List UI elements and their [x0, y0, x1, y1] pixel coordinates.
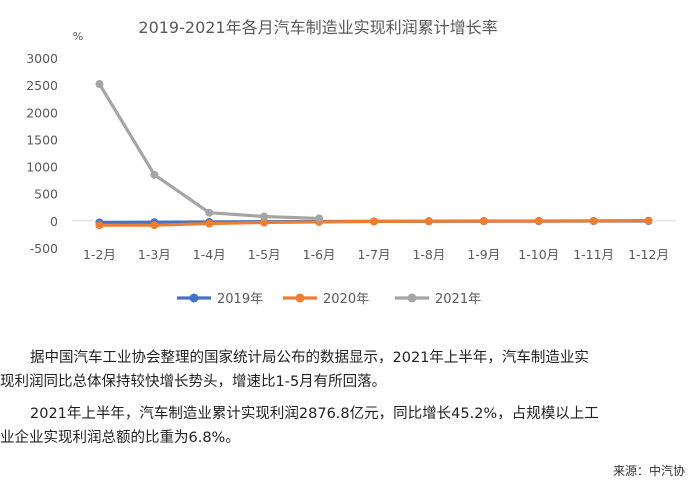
data-point	[205, 208, 214, 217]
data-point	[150, 221, 159, 230]
data-point	[315, 214, 324, 223]
chart-title: 2019-2021年各月汽车制造业实现利润累计增长率	[138, 18, 497, 37]
y-tick-label: -500	[30, 241, 58, 256]
data-point	[150, 170, 159, 179]
legend-swatch-marker	[189, 293, 199, 303]
paragraph-1: 据中国汽车工业协会整理的国家统计局公布的数据显示，2021年上半年，汽车制造业实…	[0, 346, 693, 394]
y-tick-label: 3000	[26, 51, 58, 66]
y-tick-label: 2500	[26, 78, 58, 93]
x-tick-label: 1-3月	[138, 247, 171, 262]
y-axis-unit: %	[73, 30, 83, 43]
data-point	[644, 216, 653, 225]
paragraph-1-line-1: 据中国汽车工业协会整理的国家统计局公布的数据显示，2021年上半年，汽车制造业实	[30, 350, 589, 366]
x-tick-label: 1-6月	[303, 247, 336, 262]
data-point	[534, 216, 543, 225]
x-tick-label: 1-10月	[518, 247, 559, 262]
source-note: 来源：中汽协	[612, 464, 685, 478]
data-point	[95, 80, 104, 89]
y-tick-label: 1000	[26, 160, 58, 175]
data-point	[260, 218, 269, 227]
y-tick-label: 0	[50, 214, 58, 229]
data-point	[95, 221, 104, 230]
x-tick-label: 1-8月	[412, 247, 445, 262]
y-tick-label: 1500	[26, 132, 58, 147]
data-point	[589, 216, 598, 225]
y-tick-label: 500	[34, 187, 58, 202]
legend-swatch-marker	[407, 293, 417, 303]
x-tick-label: 1-5月	[248, 247, 281, 262]
x-tick-label: 1-11月	[573, 247, 614, 262]
legend-label: 2019年	[217, 292, 263, 307]
legend-label: 2020年	[323, 292, 369, 307]
series-line	[98, 83, 320, 221]
data-point	[205, 219, 214, 228]
x-tick-label: 1-4月	[193, 247, 226, 262]
x-tick-label: 1-7月	[358, 247, 391, 262]
plot-area: -500 0 500 1000 1500 2000 2500 3000 1-2月 1-3月 1-4月…	[26, 51, 676, 262]
x-tick-label: 1-12月	[628, 247, 669, 262]
y-tick-label: 2000	[26, 105, 58, 120]
data-point	[370, 217, 378, 226]
paragraph-2-line-2: 业企业实现利润总额的比重为6.8%。	[0, 430, 240, 446]
paragraph-2-line-1: 2021年上半年，汽车制造业累计实现利润2876.8亿元，同比增长45.2%，占…	[30, 406, 599, 422]
x-tick-label: 1-2月	[83, 247, 116, 262]
legend-label: 2021年	[435, 292, 481, 307]
legend: 2019年 2020年 2021年	[177, 292, 481, 307]
data-point	[424, 217, 433, 226]
paragraph-1-line-2: 现利润同比总体保持较快增长势头，增速比1-5月有所回落。	[0, 374, 387, 390]
data-point	[479, 217, 488, 226]
x-tick-label: 1-9月	[467, 247, 500, 262]
data-point	[260, 212, 269, 221]
paragraph-2: 2021年上半年，汽车制造业累计实现利润2876.8亿元，同比增长45.2%，占…	[0, 402, 693, 450]
legend-swatch-marker	[295, 293, 305, 303]
line-chart: 2019-2021年各月汽车制造业实现利润累计增长率 % -500 0 500 100…	[26, 18, 676, 307]
